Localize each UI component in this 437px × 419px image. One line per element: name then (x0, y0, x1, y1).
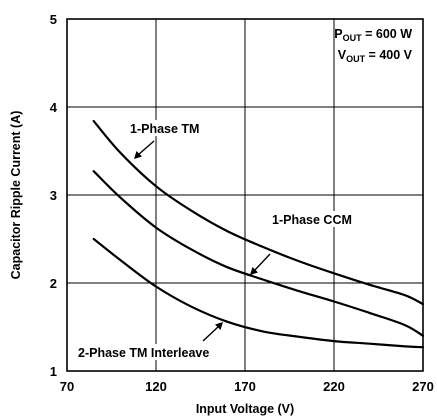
plot-frame (66, 18, 424, 372)
arrowhead-2phase-tm (215, 322, 223, 330)
x-tick-label: 70 (60, 379, 74, 394)
x-tick-label: 270 (412, 379, 434, 394)
y-tick-label: 1 (50, 364, 57, 379)
curve-layer (92, 120, 425, 349)
label-bg-2phase-tm (76, 344, 236, 360)
arrowhead-1phase-tm (134, 151, 142, 159)
tick-labels: 70 120 170 220 270 1 2 3 4 5 (50, 12, 434, 394)
series-label-1phase-ccm: 1-Phase CCM (272, 213, 352, 227)
series-line-2 (92, 237, 425, 349)
series-line-1 (92, 170, 425, 337)
y-tick-label: 2 (50, 276, 57, 291)
pout-condition: POUT = 600 W (334, 27, 412, 43)
y-tick-label: 5 (50, 12, 57, 27)
y-tick-label: 3 (50, 188, 57, 203)
series-label-1phase-tm: 1-Phase TM (130, 122, 199, 136)
y-axis-label: Capacitor Ripple Current (A) (9, 111, 23, 280)
arrow-1phase-ccm (253, 253, 271, 272)
x-tick-label: 120 (145, 379, 167, 394)
series-line-0 (92, 120, 425, 306)
series-label-2phase-tm-interleave: 2-Phase TM Interleave (78, 346, 209, 360)
arrow-2phase-tm (202, 325, 220, 342)
x-axis-label: Input Voltage (V) (196, 402, 294, 416)
vout-condition: VOUT = 400 V (338, 48, 413, 64)
label-bg-1phase-ccm (270, 211, 374, 227)
label-bg-1phase-tm (127, 120, 220, 136)
x-tick-label: 220 (323, 379, 345, 394)
grid-layer (67, 19, 423, 371)
y-tick-label: 4 (50, 100, 58, 115)
arrowhead-1phase-ccm (250, 267, 258, 275)
x-tick-label: 170 (234, 379, 256, 394)
arrow-1phase-tm (137, 140, 155, 156)
